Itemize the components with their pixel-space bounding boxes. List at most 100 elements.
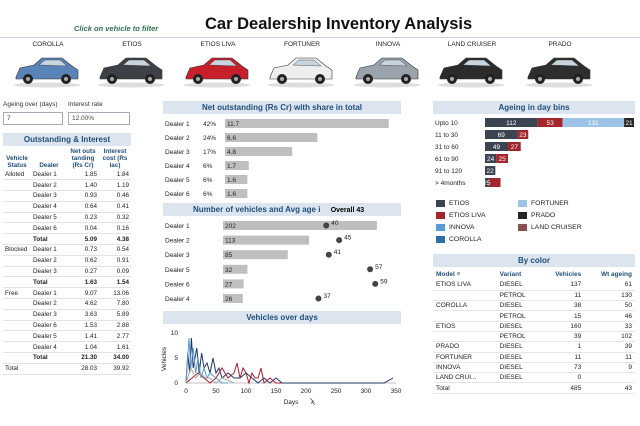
table-row[interactable]: Dealer 3 0.93 0.46 bbox=[3, 190, 131, 202]
ageing-cell: 102 bbox=[584, 331, 635, 343]
filter-icon[interactable]: ≡ bbox=[456, 270, 461, 278]
count-bar bbox=[223, 294, 243, 303]
segment-label: 27 bbox=[511, 144, 519, 151]
table-row[interactable]: Dealer 2 1.40 1.19 bbox=[3, 179, 131, 192]
grand-total-row[interactable]: Total 28.03 39.92 bbox=[3, 363, 131, 375]
interest-label: Interest rate bbox=[68, 101, 103, 108]
ageing-input[interactable]: 7 bbox=[3, 112, 63, 125]
table-row[interactable]: Blocked Dealer 1 0.73 0.54 bbox=[3, 244, 131, 256]
car-icon bbox=[14, 57, 80, 88]
dealer-cell: Total bbox=[31, 233, 67, 246]
interest-cell: 1.19 bbox=[99, 179, 131, 192]
model-cell: ETIOS bbox=[433, 321, 497, 332]
count-value-label: 85 bbox=[225, 252, 233, 259]
count-value-label: 32 bbox=[225, 267, 233, 274]
table-row[interactable]: Dealer 2 0.62 0.91 bbox=[3, 255, 131, 267]
share-label: 6% bbox=[203, 191, 213, 198]
table-row[interactable]: Dealer 4 0.64 0.41 bbox=[3, 201, 131, 213]
vehicle-label: COROLLA bbox=[32, 41, 64, 48]
legend-label: ETIOS bbox=[449, 200, 470, 207]
table-row[interactable]: PETROL 39 102 bbox=[433, 331, 635, 343]
model-cell: PRADO bbox=[433, 341, 497, 353]
count-value-label: 27 bbox=[225, 281, 233, 288]
vehicle-innova[interactable]: INNOVA bbox=[348, 38, 430, 96]
y-tick-label: 5 bbox=[174, 355, 178, 362]
vehicle-corolla[interactable]: COROLLA bbox=[8, 38, 90, 96]
table-row[interactable]: ETIOS LIVA DIESEL 137 61 bbox=[433, 280, 635, 291]
stack-segment bbox=[624, 118, 634, 127]
table-row[interactable]: ETIOS DIESEL 160 33 bbox=[433, 321, 635, 332]
legend-item[interactable]: LAND CRUISER bbox=[518, 224, 582, 231]
segment-label: 23 bbox=[519, 132, 527, 139]
stack-segment bbox=[488, 178, 501, 187]
legend-item[interactable]: ETIOS LIVA bbox=[436, 212, 486, 219]
status-cell bbox=[3, 179, 31, 192]
series-line bbox=[185, 362, 282, 385]
table-row[interactable]: Dealer 6 0.04 0.16 bbox=[3, 222, 131, 235]
legend-item[interactable]: INNOVA bbox=[436, 224, 475, 231]
x-tick-label: 200 bbox=[301, 388, 312, 395]
dealer-tick-label: Dealer 3 bbox=[165, 252, 190, 259]
status-cell: Free bbox=[3, 287, 31, 300]
legend-item[interactable]: FORTUNER bbox=[518, 200, 569, 207]
legend-item[interactable]: COROLLA bbox=[436, 236, 481, 243]
table-row[interactable]: LAND CRUI... DIESEL 0 bbox=[433, 372, 635, 384]
age-point bbox=[336, 237, 343, 244]
col-vehicles: Vehicles bbox=[555, 270, 582, 278]
table-row[interactable]: Dealer 5 0.23 0.32 bbox=[3, 212, 131, 224]
total-row[interactable]: Total 5.09 4.38 bbox=[3, 233, 131, 246]
table-row[interactable]: Dealer 2 4.62 7.80 bbox=[3, 298, 131, 310]
car-icon bbox=[184, 57, 250, 88]
y-tick-label: 0 bbox=[174, 380, 178, 387]
table-row[interactable]: INNOVA DIESEL 73 9 bbox=[433, 362, 635, 374]
dealer-tick-label: Dealer 3 bbox=[165, 149, 190, 156]
vehicle-label: LAND CRUISER bbox=[447, 41, 497, 48]
interest-cell: 7.80 bbox=[99, 298, 131, 310]
table-row[interactable]: COROLLA DIESEL 38 50 bbox=[433, 300, 635, 312]
table-row[interactable]: Dealer 6 1.53 2.88 bbox=[3, 320, 131, 332]
model-cell: INNOVA bbox=[433, 362, 497, 374]
interest-cell: 1.54 bbox=[99, 276, 131, 289]
total-row[interactable]: Total 1.63 1.54 bbox=[3, 276, 131, 289]
legend-label: LAND CRUISER bbox=[531, 224, 582, 231]
table-row[interactable]: Total 485 43 bbox=[433, 382, 635, 394]
vehicle-prado[interactable]: PRADO bbox=[520, 38, 602, 96]
variant-cell: DIESEL bbox=[496, 280, 541, 291]
interest-input[interactable]: 12.00% bbox=[68, 112, 130, 125]
table-row[interactable]: Dealer 3 0.27 0.09 bbox=[3, 266, 131, 278]
stack-segment bbox=[537, 118, 563, 127]
table-row[interactable]: PETROL 11 130 bbox=[433, 290, 635, 302]
vehicle-etios[interactable]: ETIOS bbox=[92, 38, 174, 96]
legend-item[interactable]: PRADO bbox=[518, 212, 555, 219]
table-row[interactable]: Free Dealer 1 9.07 13.06 bbox=[3, 287, 131, 300]
table-row[interactable]: FORTUNER DIESEL 11 11 bbox=[433, 352, 635, 363]
count-value-label: 202 bbox=[225, 223, 236, 230]
table-row[interactable]: PETROL 15 46 bbox=[433, 310, 635, 322]
table-row[interactable]: Alloted Dealer 1 1.85 1.84 bbox=[3, 169, 131, 181]
interest-cell: 2.77 bbox=[99, 330, 131, 343]
stack-segment bbox=[517, 130, 529, 139]
vehicle-etios-liva[interactable]: ETIOS LIVA bbox=[178, 38, 260, 96]
dealer-cell: Dealer 3 bbox=[31, 190, 67, 202]
x-tick-label: 100 bbox=[241, 388, 252, 395]
bycolor-table: Model ≡ Variant Vehicles Wt ageing ETIOS… bbox=[433, 268, 635, 394]
net-cell: 0.93 bbox=[67, 190, 99, 202]
interest-cell: 34.00 bbox=[99, 352, 131, 364]
legend-item[interactable]: ETIOS bbox=[436, 200, 469, 207]
table-row[interactable]: Dealer 4 1.04 1.61 bbox=[3, 341, 131, 354]
total-row[interactable]: Total 21.30 34.00 bbox=[3, 352, 131, 364]
interest-cell: 0.32 bbox=[99, 212, 131, 224]
table-row[interactable]: PRADO DIESEL 1 39 bbox=[433, 341, 635, 353]
col-model: Model ≡ bbox=[436, 270, 461, 278]
y-tick-label: 10 bbox=[171, 330, 179, 337]
table-row[interactable]: Dealer 3 3.63 5.89 bbox=[3, 309, 131, 321]
vehicles-cell: 1 bbox=[540, 341, 585, 353]
net-outstanding-chart: Dealer 1 42% 11.7 Dealer 2 24% 6.6 Dealer 3 17%… bbox=[165, 119, 389, 198]
age-point bbox=[315, 295, 322, 302]
vehicle-fortuner[interactable]: FORTUNER bbox=[262, 38, 344, 96]
table-row[interactable]: Dealer 5 1.41 2.77 bbox=[3, 330, 131, 343]
x-tick-label: 0 bbox=[184, 388, 188, 395]
net-cell: 0.73 bbox=[67, 244, 99, 256]
vehicle-land-cruiser[interactable]: LAND CRUISER bbox=[432, 38, 514, 96]
status-cell bbox=[3, 190, 31, 202]
